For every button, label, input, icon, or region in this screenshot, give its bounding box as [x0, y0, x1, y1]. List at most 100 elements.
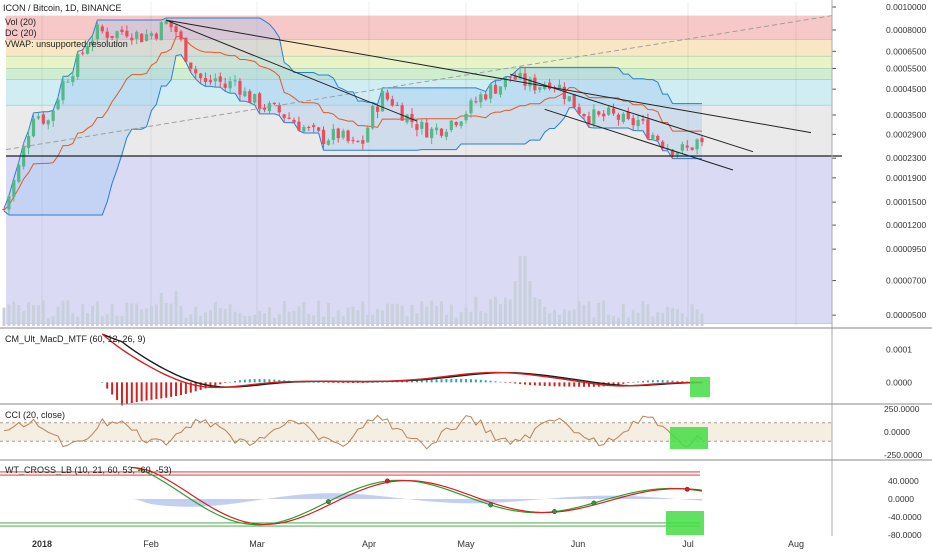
wt-title[interactable]: WT_CROSS_LB (10, 21, 60, 53, -60, -53) — [5, 465, 172, 475]
candle-body — [430, 128, 434, 138]
candle-body — [331, 128, 335, 141]
candle-body — [489, 84, 493, 99]
candle-body — [636, 120, 640, 127]
wt-tick-label: -40.0000 — [888, 512, 922, 522]
macd-histogram-bar — [592, 382, 595, 387]
volume-bar — [557, 314, 561, 326]
volume-bar — [31, 304, 35, 326]
fib-zone — [6, 68, 832, 80]
candle-body — [51, 110, 55, 121]
volume-bar — [248, 315, 252, 326]
price-tick-label: 0.0001500 — [886, 197, 926, 207]
macd-histogram-bar — [229, 381, 232, 383]
macd-histogram-bar — [410, 380, 413, 383]
candle-body — [577, 107, 581, 114]
macd-histogram-bar — [234, 380, 237, 383]
volume-bar — [297, 306, 301, 326]
macd-histogram-bar — [224, 382, 227, 383]
volume-bar — [189, 314, 193, 326]
candle-body — [262, 107, 267, 110]
macd-histogram-bar — [504, 382, 507, 383]
candle-body — [449, 120, 453, 131]
candle-body — [56, 99, 60, 110]
candle-body — [631, 118, 635, 126]
candle-body — [582, 113, 586, 117]
wavetrend-pane[interactable] — [0, 466, 704, 535]
candle-body — [312, 125, 316, 128]
candle-body — [144, 34, 149, 41]
volume-bar — [587, 301, 591, 326]
candle-body — [100, 26, 104, 32]
candle-body — [85, 46, 90, 54]
trendline — [166, 19, 418, 122]
candle-body — [641, 119, 645, 121]
indicator-vwap[interactable]: VWAP: unsupported resolution — [5, 39, 128, 49]
candle-body — [307, 127, 311, 129]
macd-histogram-bar — [509, 382, 512, 383]
candle-body — [341, 130, 345, 138]
macd-title[interactable]: CM_Ult_MacD_MTF (60, 12, 26, 9) — [5, 334, 146, 344]
volume-bar — [267, 307, 271, 326]
volume-bar — [484, 312, 488, 326]
volume-bar — [528, 281, 532, 326]
volume-bar — [621, 303, 625, 326]
volume-bar — [169, 303, 173, 326]
macd-histogram-bar — [666, 380, 669, 383]
volume-bar — [312, 315, 316, 326]
macd-histogram-bar — [568, 382, 571, 387]
macd-histogram-bar — [661, 380, 664, 383]
macd-pane[interactable] — [101, 333, 710, 406]
macd-histogram-bar — [578, 382, 581, 387]
macd-histogram-bar — [671, 380, 674, 383]
volume-bar — [218, 308, 222, 326]
volume-bar — [154, 304, 158, 326]
candle-body — [685, 145, 689, 148]
volume-bar — [616, 317, 620, 326]
price-tick-label: 0.0000500 — [886, 310, 926, 320]
macd-histogram-bar — [514, 382, 517, 384]
candle-body — [2, 209, 6, 211]
indicator-dc[interactable]: DC (20) — [5, 28, 37, 38]
candle-body — [621, 113, 625, 122]
price-tick-label: 0.0010000 — [886, 2, 926, 12]
volume-bar — [105, 314, 109, 326]
macd-histogram-bar — [455, 378, 458, 383]
wt-cross-dot — [488, 502, 494, 508]
candle-body — [420, 121, 424, 129]
donchian-basis — [3, 35, 702, 210]
candle-body — [243, 91, 247, 97]
price-pane[interactable] — [2, 2, 842, 326]
volume-bar — [626, 317, 630, 326]
candle-body — [444, 131, 448, 137]
macd-histogram-bar — [184, 382, 187, 394]
cci-title[interactable]: CCI (20, close) — [5, 410, 65, 420]
volume-bar — [149, 305, 153, 326]
fib-zone — [6, 56, 832, 69]
volume-bar — [81, 303, 85, 326]
volume-bar — [444, 314, 448, 326]
donchian-upper — [3, 17, 702, 209]
volume-bar — [449, 304, 453, 326]
cci-tick-label: 250.0000 — [884, 404, 920, 414]
candle-body — [282, 114, 286, 118]
volume-bar — [439, 301, 443, 326]
macd-histogram-bar — [528, 382, 531, 386]
macd-histogram-bar — [651, 380, 654, 383]
macd-histogram-bar — [317, 382, 320, 383]
volume-bar — [361, 301, 365, 326]
indicator-vol[interactable]: Vol (20) — [5, 17, 36, 27]
volume-bar — [287, 311, 291, 326]
cci-pane[interactable] — [0, 414, 832, 450]
macd-histogram-bar — [116, 382, 119, 401]
cci-tick-label: -250.0000 — [884, 450, 923, 460]
volume-bar — [420, 301, 424, 326]
volume-bar — [690, 304, 694, 326]
macd-tick-label: 0.0001 — [886, 345, 912, 355]
macd-histogram-bar — [170, 382, 173, 397]
volume-bar — [523, 256, 527, 326]
volume-bar — [631, 309, 635, 326]
volume-bar — [518, 256, 522, 326]
candle-body — [149, 33, 154, 37]
